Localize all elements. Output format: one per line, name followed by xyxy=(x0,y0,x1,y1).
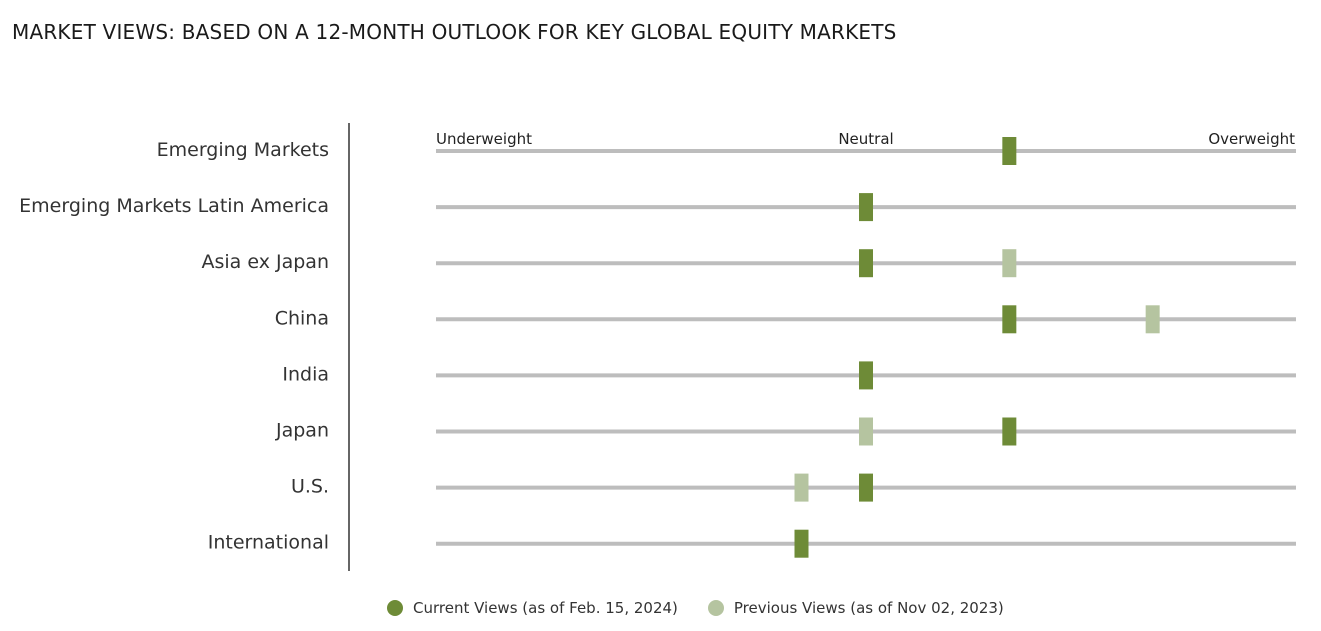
category-label: Japan xyxy=(275,420,329,442)
previous-view-marker xyxy=(1145,305,1160,334)
previous-view-marker xyxy=(859,417,873,446)
legend: Current Views (as of Feb. 15, 2024) Prev… xyxy=(387,599,1034,617)
legend-current-dot xyxy=(387,600,403,616)
chart-title: MARKET VIEWS: BASED ON A 12-MONTH OUTLOO… xyxy=(12,20,897,44)
scale-label-underweight: Underweight xyxy=(436,130,532,148)
current-view-marker xyxy=(1002,417,1017,446)
legend-previous-label: Previous Views (as of Nov 02, 2023) xyxy=(733,599,1004,617)
category-label: India xyxy=(282,363,329,385)
current-view-marker xyxy=(859,249,873,278)
current-view-marker xyxy=(859,193,873,222)
current-view-marker xyxy=(1002,137,1017,165)
category-label: China xyxy=(275,307,329,329)
category-label: Asia ex Japan xyxy=(202,251,330,273)
legend-item-current: Current Views (as of Feb. 15, 2024) xyxy=(387,599,678,617)
category-label: International xyxy=(208,532,329,554)
previous-view-marker xyxy=(794,473,809,502)
category-label: Emerging Markets xyxy=(157,139,329,161)
previous-view-marker xyxy=(1002,249,1017,278)
category-label: Emerging Markets Latin America xyxy=(19,195,329,217)
scale-label-neutral: Neutral xyxy=(838,130,893,148)
current-view-marker xyxy=(859,361,873,390)
current-view-marker xyxy=(794,529,809,558)
legend-current-label: Current Views (as of Feb. 15, 2024) xyxy=(413,599,678,617)
current-view-marker xyxy=(1002,305,1017,334)
scale-label-overweight: Overweight xyxy=(1208,130,1295,148)
legend-item-previous: Previous Views (as of Nov 02, 2023) xyxy=(707,599,1004,617)
legend-previous-dot xyxy=(707,600,724,616)
current-view-marker xyxy=(859,473,873,502)
market-views-chart: Underweight Neutral Overweight Emerging … xyxy=(19,123,1296,571)
category-label: U.S. xyxy=(291,476,329,498)
